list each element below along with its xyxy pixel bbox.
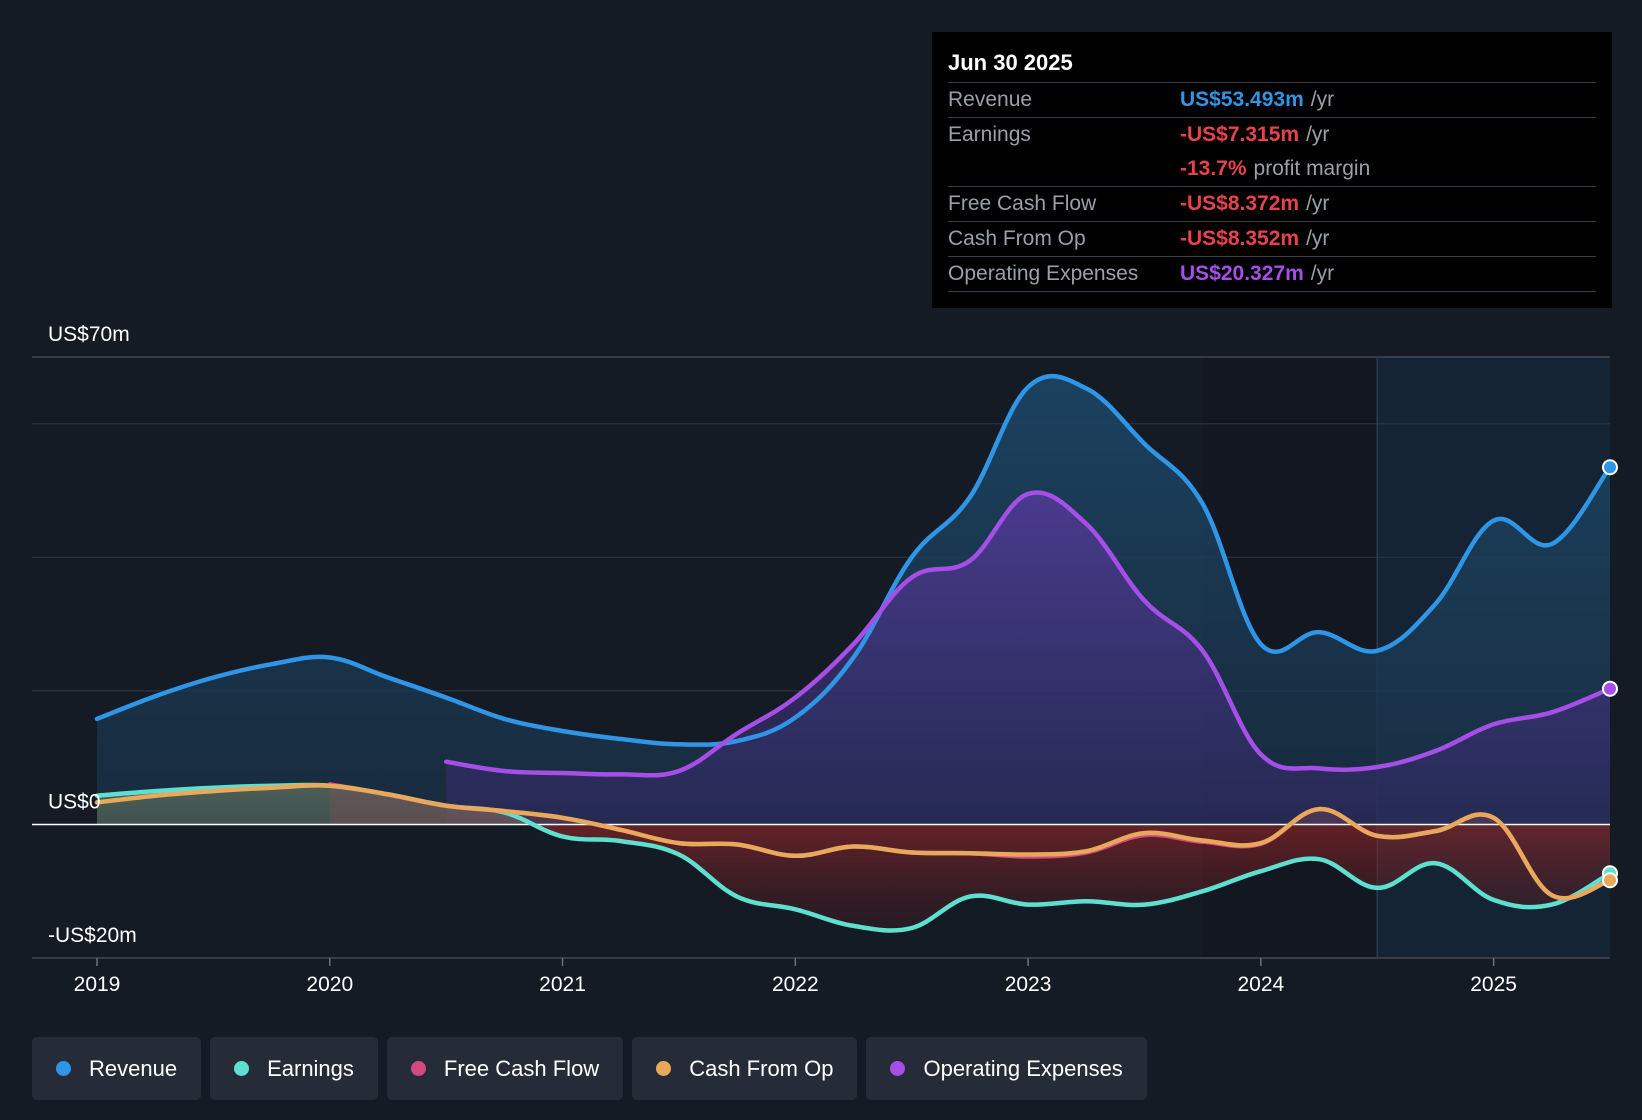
operating-expenses-end-dot xyxy=(1602,680,1618,697)
tooltip-unit: /yr xyxy=(1306,192,1330,215)
x-tick-label: 2025 xyxy=(1470,973,1517,996)
y-label-zero: US$0 xyxy=(48,790,101,813)
tooltip-label: Earnings xyxy=(948,123,1031,146)
tooltip-unit: /yr xyxy=(1310,262,1335,285)
tooltip-unit: /yr xyxy=(1306,123,1330,146)
legend-item-revenue[interactable]: Revenue xyxy=(32,1037,202,1100)
tooltip-value: US$20.327m xyxy=(1180,262,1304,285)
tooltip-row-free-cash-flow: Free Cash Flow -US$8.372m /yr xyxy=(948,186,1596,221)
tooltip-date: Jun 30 2025 xyxy=(948,50,1073,75)
x-tick-label: 2021 xyxy=(539,973,586,996)
revenue-end-dot xyxy=(1602,459,1618,476)
cash-from-op-line xyxy=(94,783,1613,901)
x-tick-label: 2022 xyxy=(772,973,819,996)
x-tick-label: 2023 xyxy=(1005,973,1052,996)
tooltip-value: -US$8.372m xyxy=(1180,192,1300,215)
series-lines xyxy=(94,373,1613,933)
tooltip-unit: /yr xyxy=(1310,88,1335,111)
tooltip-label: Free Cash Flow xyxy=(948,192,1097,215)
legend-dot-icon xyxy=(410,1061,426,1076)
x-tick-label: 2019 xyxy=(74,973,121,996)
legend-item-earnings[interactable]: Earnings xyxy=(210,1037,378,1100)
legend-dot-icon xyxy=(890,1061,906,1076)
legend-item-cash-from-op[interactable]: Cash From Op xyxy=(632,1037,858,1100)
earnings-negative-area xyxy=(533,824,1610,931)
tooltip-row-earnings: Earnings -US$7.315m /yr xyxy=(948,117,1596,152)
free-cash-flow-area xyxy=(329,784,1610,825)
x-axis: 2019 2020 2021 2022 2023 2024 2025 xyxy=(74,958,1517,996)
tooltip-row-cash-from-op: Cash From Op -US$8.352m /yr xyxy=(948,221,1596,256)
tooltip-divider xyxy=(948,291,1596,292)
legend-item-free-cash-flow[interactable]: Free Cash Flow xyxy=(386,1037,624,1100)
tooltip-value: -US$7.315m xyxy=(1180,123,1300,146)
operating-expenses-line xyxy=(443,490,1613,778)
tooltip-row-profit-margin: -13.7% profit margin xyxy=(948,152,1596,186)
negative-area xyxy=(533,824,1610,931)
earnings-positive-area xyxy=(97,784,1610,825)
legend-label: Operating Expenses xyxy=(923,1055,1123,1081)
legend-label: Revenue xyxy=(89,1055,178,1081)
tooltip-value: -US$8.352m xyxy=(1180,227,1300,250)
tooltip-row-revenue: Revenue US$53.493m /yr xyxy=(948,82,1596,117)
y-label-top: US$70m xyxy=(48,323,130,346)
legend-label: Earnings xyxy=(267,1055,354,1081)
legend-label: Cash From Op xyxy=(689,1055,834,1081)
x-tick-label: 2024 xyxy=(1237,973,1284,996)
tooltip-label: Cash From Op xyxy=(948,227,1086,250)
tooltip-value: -13.7% xyxy=(1180,157,1247,180)
tooltip: Jun 30 2025 Revenue US$53.493m /yr Earni… xyxy=(932,32,1612,308)
tooltip-value: US$53.493m xyxy=(1180,88,1304,111)
legend-item-operating-expenses[interactable]: Operating Expenses xyxy=(866,1037,1147,1100)
cash-from-op-end-dot xyxy=(1602,872,1618,889)
legend-dot-icon xyxy=(234,1061,250,1076)
tooltip-label: Revenue xyxy=(948,88,1033,111)
x-tick-label: 2020 xyxy=(306,973,353,996)
revenue-line xyxy=(94,373,1613,747)
end-markers xyxy=(1602,459,1618,889)
legend-dot-icon xyxy=(656,1061,672,1076)
y-label-bottom: -US$20m xyxy=(48,924,137,947)
tooltip-label: Operating Expenses xyxy=(948,262,1139,285)
legend-label: Free Cash Flow xyxy=(443,1055,600,1081)
tooltip-unit: profit margin xyxy=(1253,157,1371,180)
legend: Revenue Earnings Free Cash Flow Cash Fro… xyxy=(32,1037,1147,1100)
legend-dot-icon xyxy=(56,1061,71,1076)
tooltip-unit: /yr xyxy=(1306,227,1330,250)
positive-earnings-area xyxy=(97,784,1610,825)
tooltip-row-operating-expenses: Operating Expenses US$20.327m /yr xyxy=(948,256,1596,291)
